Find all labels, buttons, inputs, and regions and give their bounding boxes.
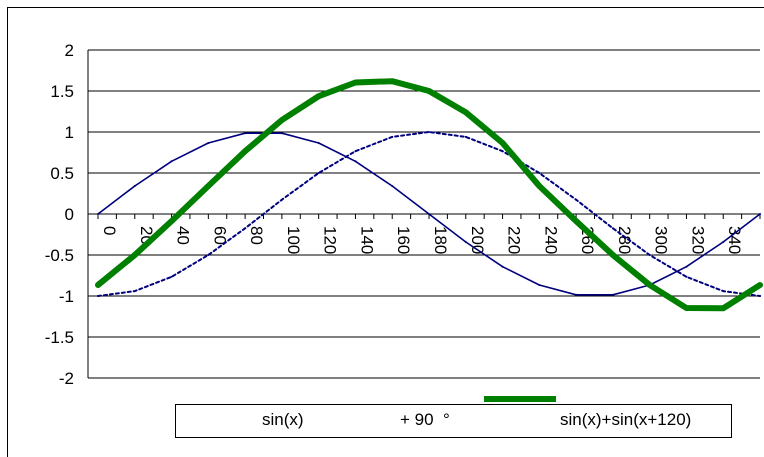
y-tick-label: -2	[59, 369, 74, 388]
x-tick-label: 60	[210, 226, 229, 245]
data-point	[463, 109, 469, 115]
data-point	[538, 172, 541, 174]
data-point	[611, 227, 614, 230]
y-tick-label: 1	[65, 123, 74, 142]
data-point	[97, 213, 99, 215]
y-tick-label: -1.5	[45, 328, 74, 347]
data-point	[132, 252, 138, 258]
data-point	[536, 183, 542, 189]
y-tick-label: -1	[59, 287, 74, 306]
x-tick-label: 140	[357, 226, 376, 254]
x-tick-label: 80	[247, 226, 266, 245]
data-point	[722, 241, 725, 244]
data-point	[354, 150, 357, 153]
data-point	[133, 184, 136, 187]
x-tick-label: 160	[394, 226, 413, 254]
data-point	[317, 172, 320, 174]
data-point	[610, 252, 616, 258]
x-tick-label: 0	[100, 226, 119, 235]
x-tick-label: 320	[688, 226, 707, 254]
x-tick-label: 40	[174, 226, 193, 245]
data-point	[720, 305, 726, 311]
x-tick-label: 300	[652, 226, 671, 254]
x-tick-labels: 0 20 40 60 80 100 120 140 160 180 200 220 240 260 280 3…	[100, 226, 764, 254]
y-tick-labels: 2 1.5 1 0.5 0 -0.5 -1 -1.5 -2	[45, 41, 74, 388]
series-line-thick	[95, 78, 763, 312]
legend	[175, 404, 732, 438]
data-point	[683, 305, 690, 311]
data-point	[280, 198, 283, 201]
y-tick-label: -0.5	[45, 246, 74, 265]
data-point	[244, 132, 247, 135]
data-point	[573, 218, 579, 224]
data-point	[757, 282, 763, 288]
chart-area	[7, 7, 764, 457]
x-tick-label: 120	[321, 226, 340, 254]
data-point	[428, 131, 430, 133]
data-point	[352, 79, 359, 86]
data-point	[391, 135, 394, 138]
data-point	[168, 218, 175, 224]
data-point	[685, 275, 688, 278]
x-tick-label: 340	[725, 226, 744, 254]
data-point	[170, 275, 173, 278]
data-point	[242, 148, 248, 154]
legend-label-sin: sin(x)	[262, 410, 304, 429]
data-point	[205, 183, 211, 189]
y-tick-label: 0.5	[50, 164, 74, 183]
data-point	[501, 150, 504, 153]
data-point	[426, 88, 432, 94]
data-point	[722, 290, 725, 293]
data-point	[611, 293, 614, 296]
data-point	[95, 282, 101, 288]
legend-label-sum: sin(x)+sin(x+120)	[560, 410, 692, 429]
data-point	[170, 160, 173, 163]
data-point	[499, 140, 506, 146]
x-tick-label: 220	[505, 226, 524, 254]
data-point	[354, 160, 357, 163]
grid-lines	[88, 49, 760, 379]
data-point	[133, 290, 136, 293]
x-tick-label: 100	[284, 226, 303, 254]
data-point	[464, 241, 467, 244]
x-tick-label: 360	[762, 226, 764, 254]
x-tick-label: 280	[615, 226, 634, 254]
data-point	[464, 135, 467, 138]
data-point	[648, 254, 651, 256]
data-point	[575, 198, 578, 201]
data-point	[244, 227, 247, 230]
data-point	[575, 293, 578, 296]
data-point	[97, 295, 99, 297]
data-point	[685, 265, 688, 268]
data-point	[759, 295, 761, 297]
series-lines	[95, 78, 763, 312]
data-point	[759, 213, 761, 215]
y-tick-label: 0	[65, 205, 74, 224]
data-point	[279, 117, 285, 123]
x-tick-label: 180	[431, 226, 450, 254]
data-point	[538, 284, 541, 287]
data-point	[207, 141, 210, 144]
y-tick-label: 1.5	[50, 82, 74, 101]
data-point	[501, 265, 504, 268]
data-point	[280, 132, 283, 135]
data-point	[317, 141, 320, 144]
data-point	[389, 78, 395, 84]
data-point	[647, 282, 653, 288]
y-tick-label: 2	[65, 41, 74, 60]
legend-label-shift90: + 90 °	[400, 410, 450, 429]
x-tick-label: 240	[541, 226, 560, 254]
data-point	[428, 213, 430, 215]
data-point	[391, 184, 394, 187]
data-point	[207, 254, 210, 256]
data-point	[316, 93, 322, 99]
